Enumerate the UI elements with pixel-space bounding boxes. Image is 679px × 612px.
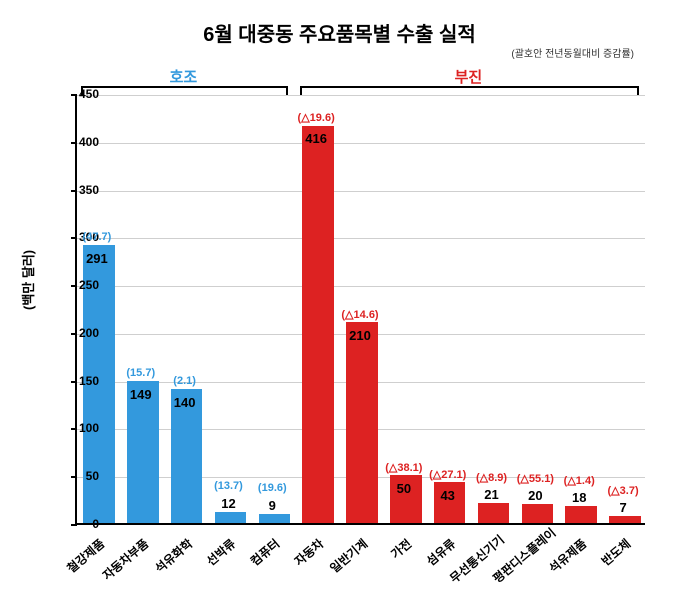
- bar-value-label: 416: [305, 131, 327, 146]
- group-label-positive: 호조: [170, 66, 198, 87]
- y-tick-label: 400: [59, 135, 99, 149]
- bar-value-label: 291: [86, 251, 108, 266]
- bar-pct-label: (△55.1): [517, 472, 554, 485]
- bar-pct-label: (19.6): [258, 482, 287, 494]
- bar-pct-label: (△8.9): [476, 471, 507, 484]
- bar-pct-label: (2.1): [173, 375, 196, 387]
- y-tick-label: 450: [59, 87, 99, 101]
- bar: [215, 512, 247, 523]
- gridline: [77, 238, 645, 239]
- bar-pct-label: (△19.6): [298, 111, 335, 124]
- group-label-negative: 부진: [455, 66, 483, 87]
- bar: [478, 503, 510, 523]
- bar-value-label: 43: [440, 488, 454, 503]
- bracket-positive: [81, 86, 288, 94]
- chart-title: 6월 대중동 주요품목별 수출 실적: [0, 18, 679, 47]
- bar: [127, 381, 159, 523]
- bar-value-label: 12: [221, 496, 235, 511]
- bar-pct-label: (13.7): [214, 480, 243, 492]
- bar-value-label: 9: [269, 498, 276, 513]
- y-tick-label: 250: [59, 278, 99, 292]
- bar-pct-label: (△27.1): [429, 468, 466, 481]
- gridline: [77, 286, 645, 287]
- y-tick-label: 200: [59, 326, 99, 340]
- bar-value-label: 20: [528, 488, 542, 503]
- bar-value-label: 18: [572, 490, 586, 505]
- bar: [565, 506, 597, 523]
- bar: [302, 126, 334, 524]
- chart-subtitle: (괄호안 전년동월대비 증감률): [511, 45, 634, 60]
- y-tick-label: 350: [59, 183, 99, 197]
- y-tick-label: 150: [59, 374, 99, 388]
- bar-pct-label: (47.7): [83, 231, 112, 243]
- gridline: [77, 143, 645, 144]
- bar-value-label: 21: [484, 487, 498, 502]
- bar-value-label: 149: [130, 387, 152, 402]
- bar-pct-label: (△38.1): [385, 461, 422, 474]
- chart-container: 6월 대중동 주요품목별 수출 실적 (괄호안 전년동월대비 증감률) 호조 부…: [0, 0, 679, 612]
- bar-value-label: 210: [349, 328, 371, 343]
- bar: [522, 504, 554, 523]
- bar-pct-label: (15.7): [126, 367, 155, 379]
- bar-value-label: 140: [174, 395, 196, 410]
- bar-pct-label: (△3.7): [608, 484, 639, 497]
- bar: [609, 516, 641, 523]
- bar-pct-label: (△14.6): [341, 308, 378, 321]
- bracket-negative: [300, 86, 638, 94]
- gridline: [77, 95, 645, 96]
- y-tick-label: 50: [59, 469, 99, 483]
- bar-value-label: 7: [619, 500, 626, 515]
- y-axis-title: (백만 달러): [18, 250, 37, 310]
- y-tick-label: 0: [59, 517, 99, 531]
- bar: [259, 514, 291, 523]
- bar-value-label: 50: [397, 481, 411, 496]
- gridline: [77, 191, 645, 192]
- bar-pct-label: (△1.4): [564, 474, 595, 487]
- bar: [346, 322, 378, 523]
- y-tick-label: 100: [59, 421, 99, 435]
